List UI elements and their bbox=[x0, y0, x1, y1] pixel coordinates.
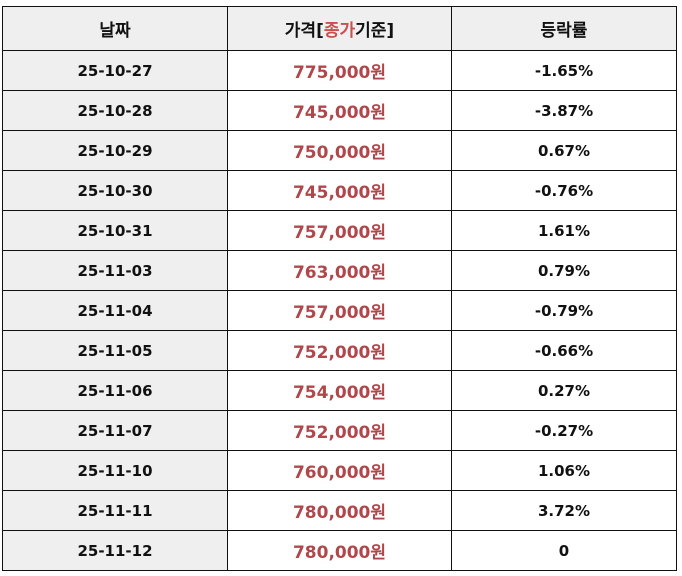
price-cell: 745,000원 bbox=[227, 170, 452, 211]
date-cell: 25-11-04 bbox=[2, 290, 228, 331]
change-cell: -0.79% bbox=[451, 290, 677, 331]
table-row: 25-11-11 780,000원 3.72% bbox=[2, 490, 677, 531]
date-cell: 25-11-05 bbox=[2, 330, 228, 371]
table-row: 25-10-30 745,000원 -0.76% bbox=[2, 170, 677, 211]
date-cell: 25-10-30 bbox=[2, 170, 228, 211]
header-date: 날짜 bbox=[2, 6, 228, 51]
table-row: 25-11-04 757,000원 -0.79% bbox=[2, 290, 677, 331]
change-cell: 1.61% bbox=[451, 210, 677, 251]
date-cell: 25-11-03 bbox=[2, 250, 228, 291]
price-cell: 775,000원 bbox=[227, 50, 452, 91]
table-row: 25-11-03 763,000원 0.79% bbox=[2, 250, 677, 291]
date-cell: 25-10-27 bbox=[2, 50, 228, 91]
change-cell: 3.72% bbox=[451, 490, 677, 531]
price-cell: 757,000원 bbox=[227, 290, 452, 331]
change-cell: 0.79% bbox=[451, 250, 677, 291]
change-cell: 0 bbox=[451, 530, 677, 571]
header-price-prefix: 가격[ bbox=[284, 21, 324, 41]
price-cell: 780,000원 bbox=[227, 530, 452, 571]
price-cell: 745,000원 bbox=[227, 90, 452, 131]
table-row: 25-10-27 775,000원 -1.65% bbox=[2, 50, 677, 91]
date-cell: 25-10-31 bbox=[2, 210, 228, 251]
table-row: 25-11-10 760,000원 1.06% bbox=[2, 450, 677, 491]
header-row: 날짜 가격[종가기준] 등락률 bbox=[2, 6, 677, 51]
table-row: 25-11-05 752,000원 -0.66% bbox=[2, 330, 677, 371]
header-price: 가격[종가기준] bbox=[227, 6, 452, 51]
table-row: 25-10-29 750,000원 0.67% bbox=[2, 130, 677, 171]
table-row: 25-11-06 754,000원 0.27% bbox=[2, 370, 677, 411]
date-cell: 25-11-06 bbox=[2, 370, 228, 411]
date-cell: 25-10-28 bbox=[2, 90, 228, 131]
price-cell: 757,000원 bbox=[227, 210, 452, 251]
table-row: 25-11-07 752,000원 -0.27% bbox=[2, 410, 677, 451]
price-cell: 763,000원 bbox=[227, 250, 452, 291]
date-cell: 25-11-12 bbox=[2, 530, 228, 571]
price-cell: 750,000원 bbox=[227, 130, 452, 171]
change-cell: -0.66% bbox=[451, 330, 677, 371]
price-cell: 752,000원 bbox=[227, 410, 452, 451]
price-cell: 754,000원 bbox=[227, 370, 452, 411]
table-row: 25-10-28 745,000원 -3.87% bbox=[2, 90, 677, 131]
price-cell: 760,000원 bbox=[227, 450, 452, 491]
change-cell: 0.67% bbox=[451, 130, 677, 171]
date-cell: 25-10-29 bbox=[2, 130, 228, 171]
date-cell: 25-11-10 bbox=[2, 450, 228, 491]
header-change: 등락률 bbox=[451, 6, 677, 51]
price-cell: 752,000원 bbox=[227, 330, 452, 371]
date-cell: 25-11-11 bbox=[2, 490, 228, 531]
change-cell: 0.27% bbox=[451, 370, 677, 411]
change-cell: -3.87% bbox=[451, 90, 677, 131]
change-cell: 1.06% bbox=[451, 450, 677, 491]
change-cell: -0.76% bbox=[451, 170, 677, 211]
table-row: 25-10-31 757,000원 1.61% bbox=[2, 210, 677, 251]
stock-price-table: 날짜 가격[종가기준] 등락률 25-10-27 775,000원 -1.65% 2… bbox=[2, 6, 677, 571]
header-price-suffix: 기준] bbox=[355, 21, 395, 41]
table-row: 25-11-12 780,000원 0 bbox=[2, 530, 677, 571]
change-cell: -0.27% bbox=[451, 410, 677, 451]
price-cell: 780,000원 bbox=[227, 490, 452, 531]
change-cell: -1.65% bbox=[451, 50, 677, 91]
header-price-highlight: 종가 bbox=[323, 21, 356, 41]
date-cell: 25-11-07 bbox=[2, 410, 228, 451]
